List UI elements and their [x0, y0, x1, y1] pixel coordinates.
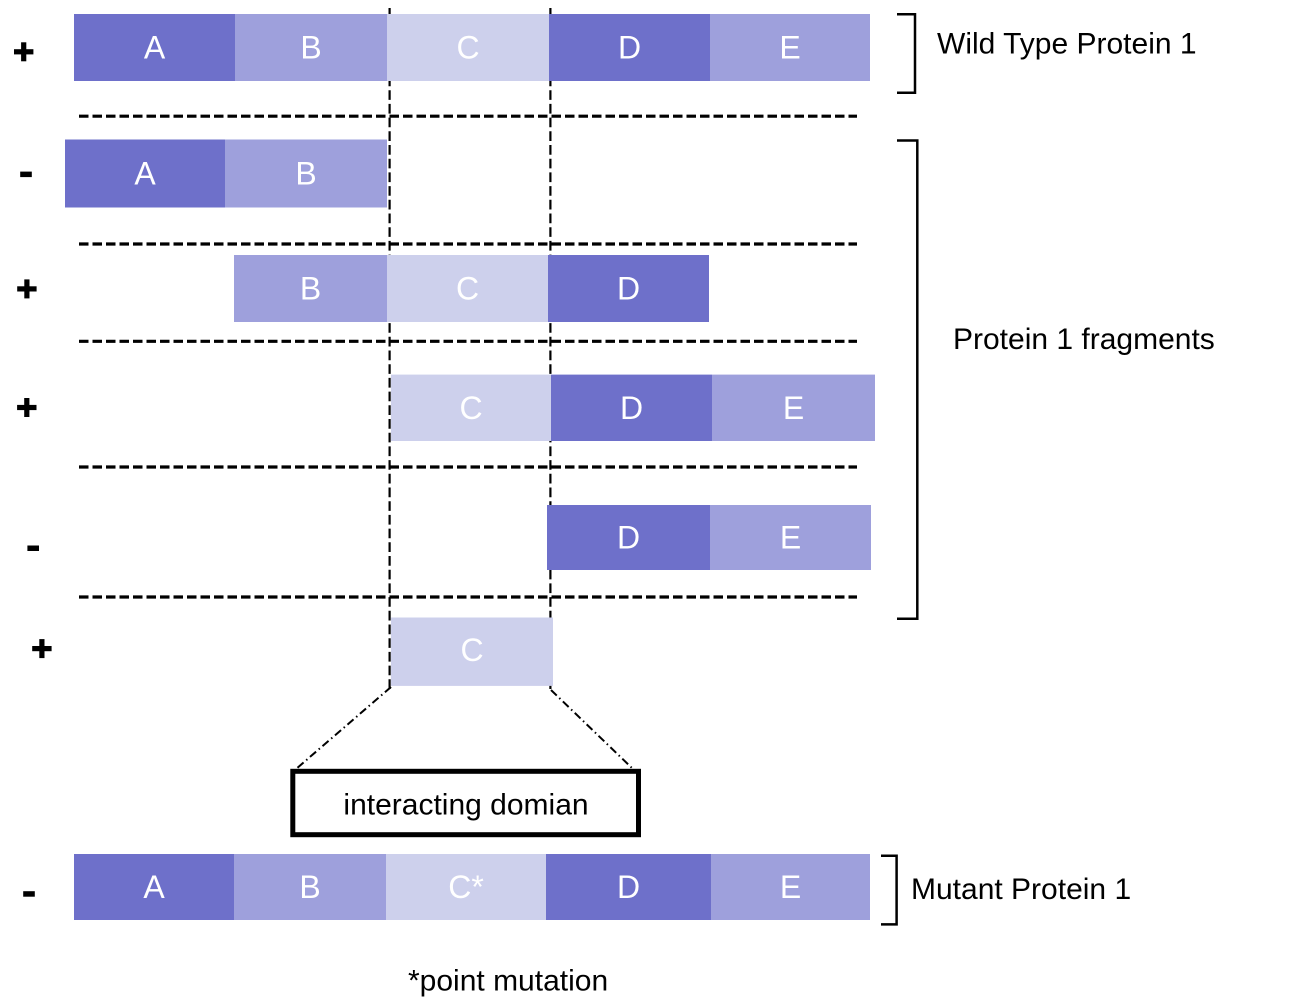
- svg-text:C: C: [456, 271, 479, 307]
- svg-text:E: E: [780, 869, 801, 905]
- svg-text:A: A: [144, 30, 166, 66]
- svg-text:Wild Type Protein 1: Wild Type Protein 1: [937, 28, 1197, 61]
- svg-text:interacting domian: interacting domian: [343, 789, 588, 822]
- svg-text:A: A: [143, 869, 165, 905]
- svg-text:D: D: [617, 520, 640, 556]
- svg-text:C: C: [460, 632, 483, 668]
- svg-text:Mutant Protein 1: Mutant Protein 1: [911, 873, 1131, 906]
- svg-text:C: C: [456, 30, 479, 66]
- svg-text:E: E: [783, 390, 804, 426]
- svg-text:D: D: [617, 271, 640, 307]
- svg-text:D: D: [618, 30, 641, 66]
- svg-text:B: B: [295, 156, 316, 192]
- svg-text:C*: C*: [448, 869, 484, 905]
- svg-text:D: D: [617, 869, 640, 905]
- svg-text:B: B: [300, 271, 321, 307]
- svg-text:B: B: [300, 30, 321, 66]
- svg-text:D: D: [620, 390, 643, 426]
- svg-text:*point mutation: *point mutation: [408, 965, 608, 998]
- svg-text:E: E: [780, 520, 801, 556]
- svg-text:B: B: [299, 869, 320, 905]
- svg-text:Protein 1 fragments: Protein 1 fragments: [953, 323, 1215, 356]
- svg-text:E: E: [779, 30, 800, 66]
- svg-text:A: A: [134, 156, 156, 192]
- svg-text:C: C: [459, 390, 482, 426]
